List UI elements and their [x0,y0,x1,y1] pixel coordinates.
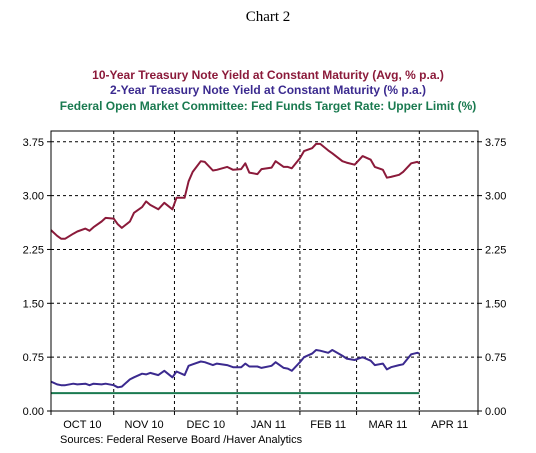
y-tick-label-left: 3.75 [23,137,44,149]
y-tick-label-left: 1.50 [23,298,44,310]
legend-two-year: 2-Year Treasury Note Yield at Constant M… [110,83,426,97]
grid [51,131,478,411]
legend-fed-funds: Federal Open Market Committee: Fed Funds… [60,99,477,113]
y-tick-label-left: 3.00 [23,191,44,203]
chart-title: Chart 2 [246,9,291,25]
source-note: Sources: Federal Reserve Board /Haver An… [60,434,303,446]
x-tick-label: DEC 10 [187,419,226,431]
x-tick-label: OCT 10 [63,419,101,431]
y-tick-label-right: 3.75 [485,137,506,149]
x-tick-label: FEB 11 [310,419,346,431]
y-tick-label-right: 3.00 [485,191,506,203]
axes: 0.00 0.00 0.75 0.75 1.50 1.50 2.25 2.25 3.00 3.00… [23,130,506,431]
y-tick-label-left: 0.75 [23,352,44,364]
y-tick-label-right: 0.00 [485,406,506,418]
ten-year-line [50,142,420,240]
x-tick-label: JAN 11 [251,419,286,431]
y-tick-label-right: 2.25 [485,244,506,256]
plot-frame [50,130,479,412]
x-tick-label: MAR 11 [368,419,407,431]
two-year-line [50,349,420,389]
y-tick-label-right: 1.50 [485,298,506,310]
y-tick-label-left: 0.00 [23,406,44,418]
x-tick-label: NOV 10 [125,419,164,431]
x-tick-label: APR 11 [431,419,468,431]
legend-ten-year: 10-Year Treasury Note Yield at Constant … [92,68,444,82]
y-tick-label-right: 0.75 [485,352,506,364]
series-group [50,142,420,395]
y-tick-label-left: 2.25 [23,244,44,256]
